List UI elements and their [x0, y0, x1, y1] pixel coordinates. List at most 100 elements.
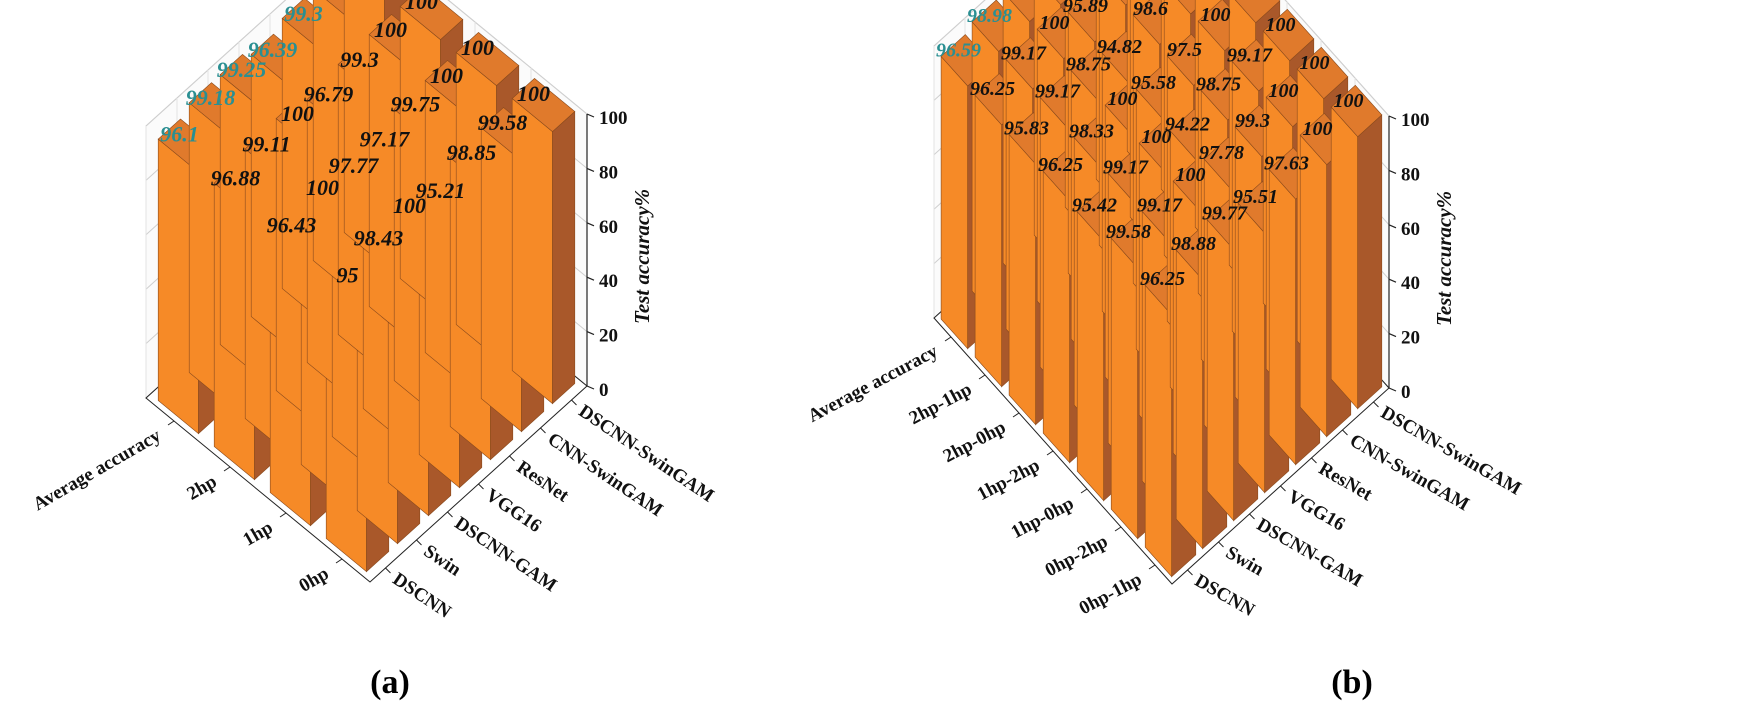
value-label: 100	[1201, 4, 1231, 26]
bar-front-face	[1175, 249, 1203, 550]
value-label: 96.25	[970, 78, 1015, 100]
row-tick	[1046, 450, 1054, 456]
panel-b-z-axis: 0 20 40 60 80 100 Test accuracy%	[1388, 110, 1456, 403]
z-axis-title: Test accuracy%	[1432, 191, 1456, 326]
z-tick	[586, 113, 595, 118]
value-label: 95.51	[1233, 186, 1278, 208]
value-label: 96.59	[936, 39, 981, 61]
row-tick	[167, 420, 175, 426]
z-tick-label: 80	[599, 162, 618, 183]
bar-side-face	[552, 110, 576, 405]
value-label: 100	[517, 81, 550, 106]
value-label: 97.5	[1167, 39, 1202, 61]
value-label: 98.98	[967, 5, 1012, 27]
z-tick-label: 20	[1401, 328, 1420, 349]
value-label: 98.75	[1066, 53, 1111, 75]
col-tick	[478, 483, 484, 490]
value-label: 95.58	[1131, 72, 1176, 94]
row-label: 2hp-1hp	[906, 379, 976, 429]
bar-front-face	[1042, 170, 1070, 464]
value-label: 100	[1142, 126, 1172, 148]
value-label: 99.3	[1235, 110, 1270, 132]
row-label: 0hp-2hp	[1042, 531, 1112, 581]
bar-top-face	[1234, 0, 1281, 24]
value-label: 100	[1040, 12, 1070, 34]
value-label: 100	[1108, 88, 1138, 110]
row-tick	[279, 512, 287, 518]
row-label: 0hp	[295, 563, 332, 597]
bar-front-face	[1144, 284, 1172, 578]
value-label: 97.77	[329, 153, 380, 178]
z-tick	[1388, 278, 1397, 283]
value-label: 100	[1176, 164, 1206, 186]
value-label: 100	[1334, 90, 1364, 112]
col-tick	[540, 427, 546, 434]
bar-top-face	[1056, 0, 1067, 6]
value-label: 96.43	[267, 213, 317, 238]
z-gridline	[145, 0, 588, 127]
col-label: DSCNN	[1191, 570, 1258, 621]
col-tick	[1373, 401, 1379, 408]
value-label: 96.25	[1038, 154, 1083, 176]
z-tick-label: 40	[599, 271, 618, 292]
z-tick-label: 40	[1401, 273, 1420, 294]
value-label: 99.3	[284, 1, 323, 26]
row-tick	[978, 374, 986, 380]
panel-b-chart: 99.9399.6598.8395.6399.7298.9896.5999.58…	[805, 0, 1525, 621]
col-label: DSCNN-GAM	[1253, 514, 1366, 591]
row-tick	[1080, 488, 1088, 494]
value-label: 96.25	[1140, 268, 1185, 290]
value-label: 99.77	[1202, 203, 1248, 225]
z-tick	[586, 222, 595, 227]
panel-b-value-labels: 99.9399.6598.8395.6399.7298.9896.5999.58…	[936, 0, 1364, 290]
col-label: ResNet	[513, 457, 573, 507]
row-tick	[1148, 564, 1156, 570]
value-label: 98.6	[1133, 0, 1168, 20]
row-label: Average accuracy	[30, 425, 165, 515]
col-tick	[1311, 457, 1317, 464]
col-tick	[1280, 485, 1286, 492]
row-tick	[223, 466, 231, 472]
value-label: 100	[405, 0, 438, 14]
bar-0hp-dscnn-swingam	[511, 78, 576, 405]
z-tick	[1388, 169, 1397, 174]
value-label: 99.3	[340, 47, 379, 72]
z-tick	[1388, 115, 1397, 120]
value-label: 100	[1266, 14, 1296, 36]
col-label: ResNet	[1315, 458, 1376, 506]
value-label: 99.17	[1137, 194, 1183, 216]
col-tick	[509, 455, 515, 462]
z-tick-label: 60	[599, 217, 618, 238]
panel-a-chart: 10099.8699.396.3999.2599.1896.110010099.…	[30, 0, 718, 623]
row-tick	[335, 558, 343, 564]
col-tick	[447, 511, 453, 518]
z-axis-title: Test accuracy%	[630, 189, 654, 324]
value-label: 95	[337, 263, 359, 288]
value-label: 99.58	[1106, 221, 1151, 243]
value-label: 98.85	[447, 140, 497, 165]
panel-a-value-labels: 10099.8699.396.3999.2599.1896.110010099.…	[160, 0, 550, 288]
z-tick-label: 0	[599, 380, 609, 401]
panel-a-bars	[157, 0, 576, 573]
row-tick	[944, 336, 952, 342]
value-label: 99.17	[1103, 156, 1149, 178]
bar-front-face	[1330, 106, 1358, 410]
value-label: 98.88	[1171, 233, 1216, 255]
z-tick	[586, 385, 595, 390]
z-tick	[586, 276, 595, 281]
z-tick-label: 20	[599, 326, 618, 347]
value-label: 95.83	[1004, 117, 1049, 139]
bar-side-face	[1357, 114, 1383, 410]
col-label: DSCNN	[389, 569, 455, 623]
value-label: 97.78	[1199, 142, 1244, 164]
z-tick	[1388, 387, 1397, 392]
col-tick	[385, 567, 391, 574]
bar-top-face	[1262, 8, 1315, 62]
panel-a-label: (a)	[370, 664, 410, 701]
z-tick-label: 80	[1401, 164, 1420, 185]
value-label: 96.88	[211, 165, 261, 190]
bar-front-face	[1268, 168, 1296, 466]
value-label: 96.79	[304, 82, 354, 107]
value-label: 95.89	[1063, 0, 1108, 17]
bar-front-face	[940, 55, 969, 350]
